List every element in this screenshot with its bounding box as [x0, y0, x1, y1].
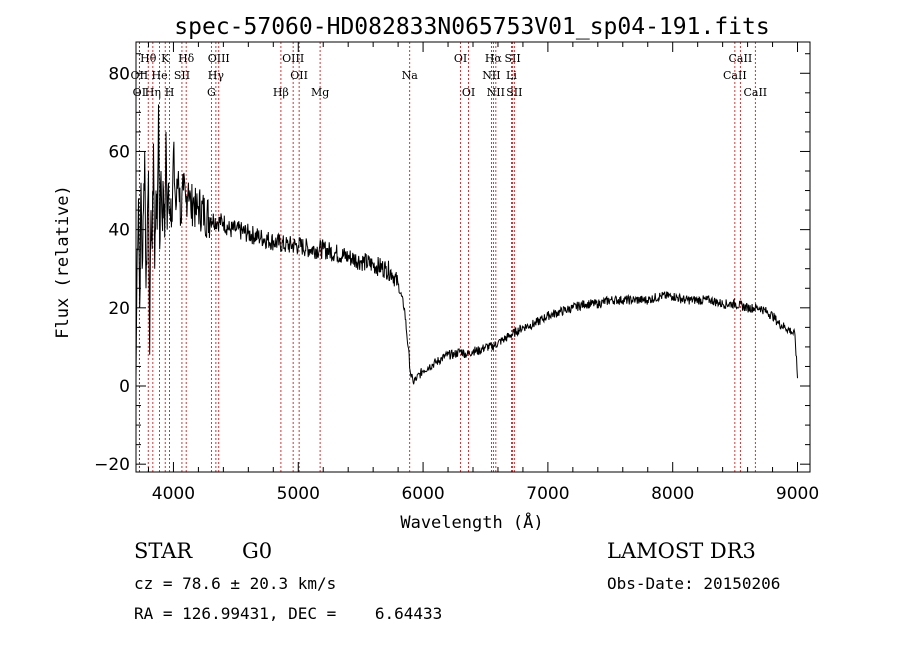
redshift-cz: cz = 78.6 ± 20.3 km/s — [134, 574, 337, 593]
spectral-line-label: Na — [402, 69, 419, 82]
y-tick-label: 40 — [108, 221, 130, 241]
y-tick-label: 80 — [108, 64, 130, 84]
coordinates: RA = 126.99431, DEC = 6.64433 — [134, 604, 443, 623]
x-tick-label: 7000 — [526, 484, 569, 504]
spectral-line-label: SII — [174, 69, 190, 82]
spectral-line-label: OI — [462, 86, 475, 99]
y-tick-label: 0 — [119, 377, 130, 397]
x-tick-label: 6000 — [401, 484, 444, 504]
spectral-line-label: OI — [454, 52, 467, 65]
spectral-line-markers — [138, 42, 756, 472]
axes: 4000 5000 6000 7000 8000 9000 −20 0 20 40 60 80 — [94, 42, 819, 504]
x-tick-label: 9000 — [776, 484, 819, 504]
spectral-line-label: NII — [482, 69, 500, 82]
spectral-line-label: Hα — [485, 52, 503, 65]
spectral-line-label: Hθ — [140, 52, 157, 65]
spectral-line-label: NII — [487, 86, 505, 99]
spectral-line-label: Hβ — [273, 86, 289, 99]
spectral-line-label: K — [161, 52, 170, 65]
x-tick-label: 4000 — [152, 484, 195, 504]
spectral-line-label: Li — [506, 69, 517, 82]
x-axis-label: Wavelength (Å) — [400, 511, 543, 533]
chart-title: spec-57060-HD082833N065753V01_sp04-191.f… — [174, 14, 769, 40]
spectral-line-label: OIII — [208, 52, 230, 65]
object-subclass: G0 — [242, 539, 273, 563]
spectral-line-label: CaII — [743, 86, 767, 99]
spectral-line-label: SII — [504, 52, 520, 65]
spectral-line-label: OIII — [282, 52, 304, 65]
spectral-line-label: OI — [133, 86, 146, 99]
y-tick-label: 60 — [108, 142, 130, 162]
observation-date: Obs-Date: 20150206 — [607, 574, 781, 593]
survey-name: LAMOST DR3 — [607, 539, 756, 563]
spectral-line-label: SII — [506, 86, 522, 99]
y-axis-label: Flux (relative) — [53, 185, 73, 339]
plot-frame — [135, 41, 811, 473]
object-class: STAR — [134, 539, 193, 563]
spectral-line-label: Hη — [145, 86, 161, 99]
spectral-line-label: Hγ — [208, 69, 225, 82]
spectral-line-label: H — [165, 86, 175, 99]
spectrum-series-line — [135, 104, 798, 385]
y-tick-label: 20 — [108, 299, 130, 319]
spectral-line-label: CaII — [729, 52, 753, 65]
spectral-line-label: Hδ — [178, 52, 195, 65]
x-tick-label: 8000 — [651, 484, 694, 504]
spectral-line-label: CaII — [723, 69, 747, 82]
spectral-line-label: G — [207, 86, 216, 99]
y-tick-label: −20 — [94, 455, 130, 475]
spectral-line-label: Mg — [311, 86, 329, 99]
spectral-line-label: He — [152, 69, 168, 82]
x-tick-label: 5000 — [277, 484, 320, 504]
spectral-line-label: OII — [290, 69, 308, 82]
spectral-line-label: OII — [131, 69, 149, 82]
